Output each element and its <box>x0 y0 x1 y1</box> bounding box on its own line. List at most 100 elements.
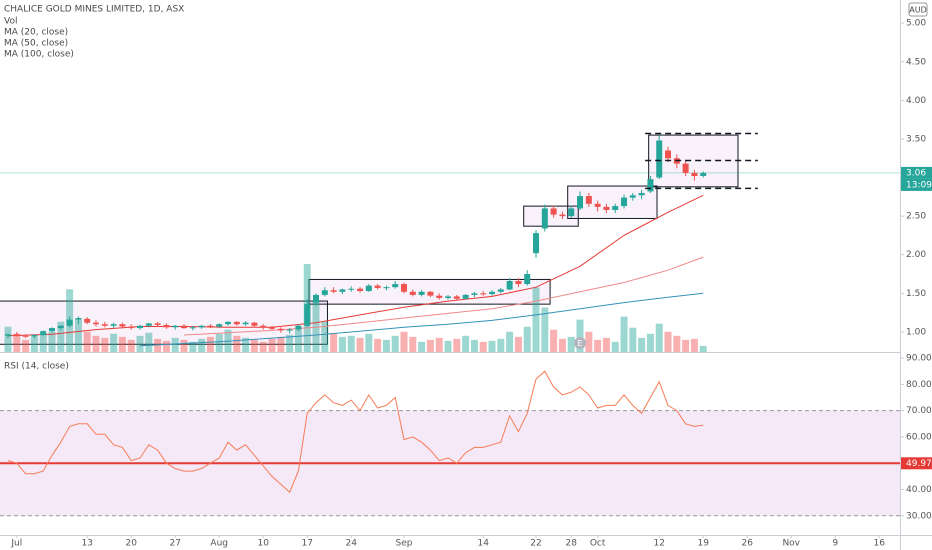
volume-bar <box>101 337 109 352</box>
x-tick-label: 28 <box>565 539 577 549</box>
x-tick-label: 16 <box>874 539 886 549</box>
volume-bar <box>215 333 223 352</box>
x-tick-label: Aug <box>210 539 228 549</box>
volume-bar <box>620 316 628 352</box>
candle-body <box>603 206 610 210</box>
candle-body <box>409 291 416 295</box>
volume-bar <box>682 339 690 352</box>
x-tick-label: 20 <box>125 539 137 549</box>
candle-body <box>13 334 20 336</box>
countdown-tag <box>901 178 932 191</box>
candle-body <box>242 322 249 325</box>
candle-body <box>629 195 636 198</box>
rsi-pane <box>0 370 900 517</box>
candle-body <box>700 172 707 176</box>
x-tick-label: 24 <box>345 539 357 549</box>
volume-bar <box>250 339 258 352</box>
candle-body <box>145 323 152 326</box>
candle-body <box>119 324 126 327</box>
volume-bar <box>338 336 346 352</box>
volume-bar <box>4 326 12 352</box>
candle-body <box>198 325 205 328</box>
rsi-tick-label: 60.00 <box>906 432 932 442</box>
candle-body <box>541 208 548 229</box>
volume-bar <box>594 339 602 352</box>
volume-bar <box>330 333 338 352</box>
candle-body <box>137 325 144 329</box>
x-tick-label: 26 <box>742 539 754 549</box>
volume-bar <box>470 339 478 352</box>
volume-bar <box>110 333 118 352</box>
volume-bar <box>294 329 302 352</box>
volume-bar <box>444 340 452 352</box>
rsi-tick-label: 70.00 <box>906 406 932 416</box>
candle-body <box>515 280 522 285</box>
volume-bar <box>48 331 56 352</box>
candle-body <box>594 203 601 207</box>
volume-bar <box>576 319 584 352</box>
volume-bar <box>664 331 672 352</box>
x-tick-label: 12 <box>653 539 664 549</box>
candle-body <box>154 323 161 325</box>
rsi-tick-label: 90.00 <box>906 354 932 364</box>
candle-body <box>489 291 496 295</box>
candle-body <box>471 293 478 295</box>
candle-body <box>647 179 654 192</box>
price-pane: E <box>0 132 900 352</box>
candle-body <box>128 326 135 329</box>
candle-body <box>233 321 240 325</box>
candle-body <box>101 324 108 326</box>
drawing-rectangle <box>523 205 579 227</box>
candle-body <box>533 233 540 254</box>
x-tick-label: Oct <box>590 539 606 549</box>
volume-bar <box>497 338 505 352</box>
candle-body <box>93 322 100 325</box>
volume-bar <box>699 345 707 352</box>
candle-body <box>427 291 434 296</box>
y-tick-label: 4.00 <box>906 96 926 106</box>
candle-body <box>357 288 364 292</box>
last-price-tag <box>901 166 932 179</box>
candle-body <box>445 296 452 298</box>
candle-body <box>568 208 575 217</box>
volume-bar <box>541 307 549 352</box>
candle-body <box>365 285 372 292</box>
volume-bar <box>268 338 276 352</box>
countdown-label: 13:09 <box>906 180 932 190</box>
candle-body <box>110 324 117 326</box>
volume-bar <box>356 337 364 352</box>
candle-body <box>286 329 293 331</box>
candle-body <box>277 328 284 331</box>
x-tick-label: 14 <box>477 539 489 549</box>
volume-bar <box>400 331 408 352</box>
x-tick-label: Jul <box>10 539 22 549</box>
candle-body <box>251 322 258 326</box>
volume-bar <box>259 341 267 352</box>
volume-bar <box>39 333 47 352</box>
x-tick-label: 10 <box>257 539 269 549</box>
volume-bar <box>365 333 373 352</box>
candle-body <box>418 291 425 295</box>
y-tick-label: 1.00 <box>906 327 926 337</box>
candle-body <box>172 325 179 328</box>
candle-body <box>656 140 663 178</box>
earnings-marker <box>574 337 587 349</box>
volume-bar <box>321 321 329 352</box>
candle-body <box>462 294 469 299</box>
volume-bar <box>145 332 153 352</box>
volume-bar <box>426 339 434 352</box>
candle-body <box>260 325 267 328</box>
volume-bar <box>506 331 514 352</box>
volume-bar <box>162 340 170 352</box>
candle-body <box>295 325 302 330</box>
volume-bar <box>514 336 522 352</box>
candle-body <box>5 334 12 336</box>
currency-box[interactable] <box>908 2 928 17</box>
y-tick-label: 2.50 <box>906 212 926 222</box>
candle-body <box>453 296 460 299</box>
volume-bar <box>602 337 610 352</box>
currency[interactable]: AUD <box>909 6 927 15</box>
candle-body <box>559 214 566 217</box>
candle-body <box>585 196 592 204</box>
x-tick-label: 9 <box>832 539 838 549</box>
